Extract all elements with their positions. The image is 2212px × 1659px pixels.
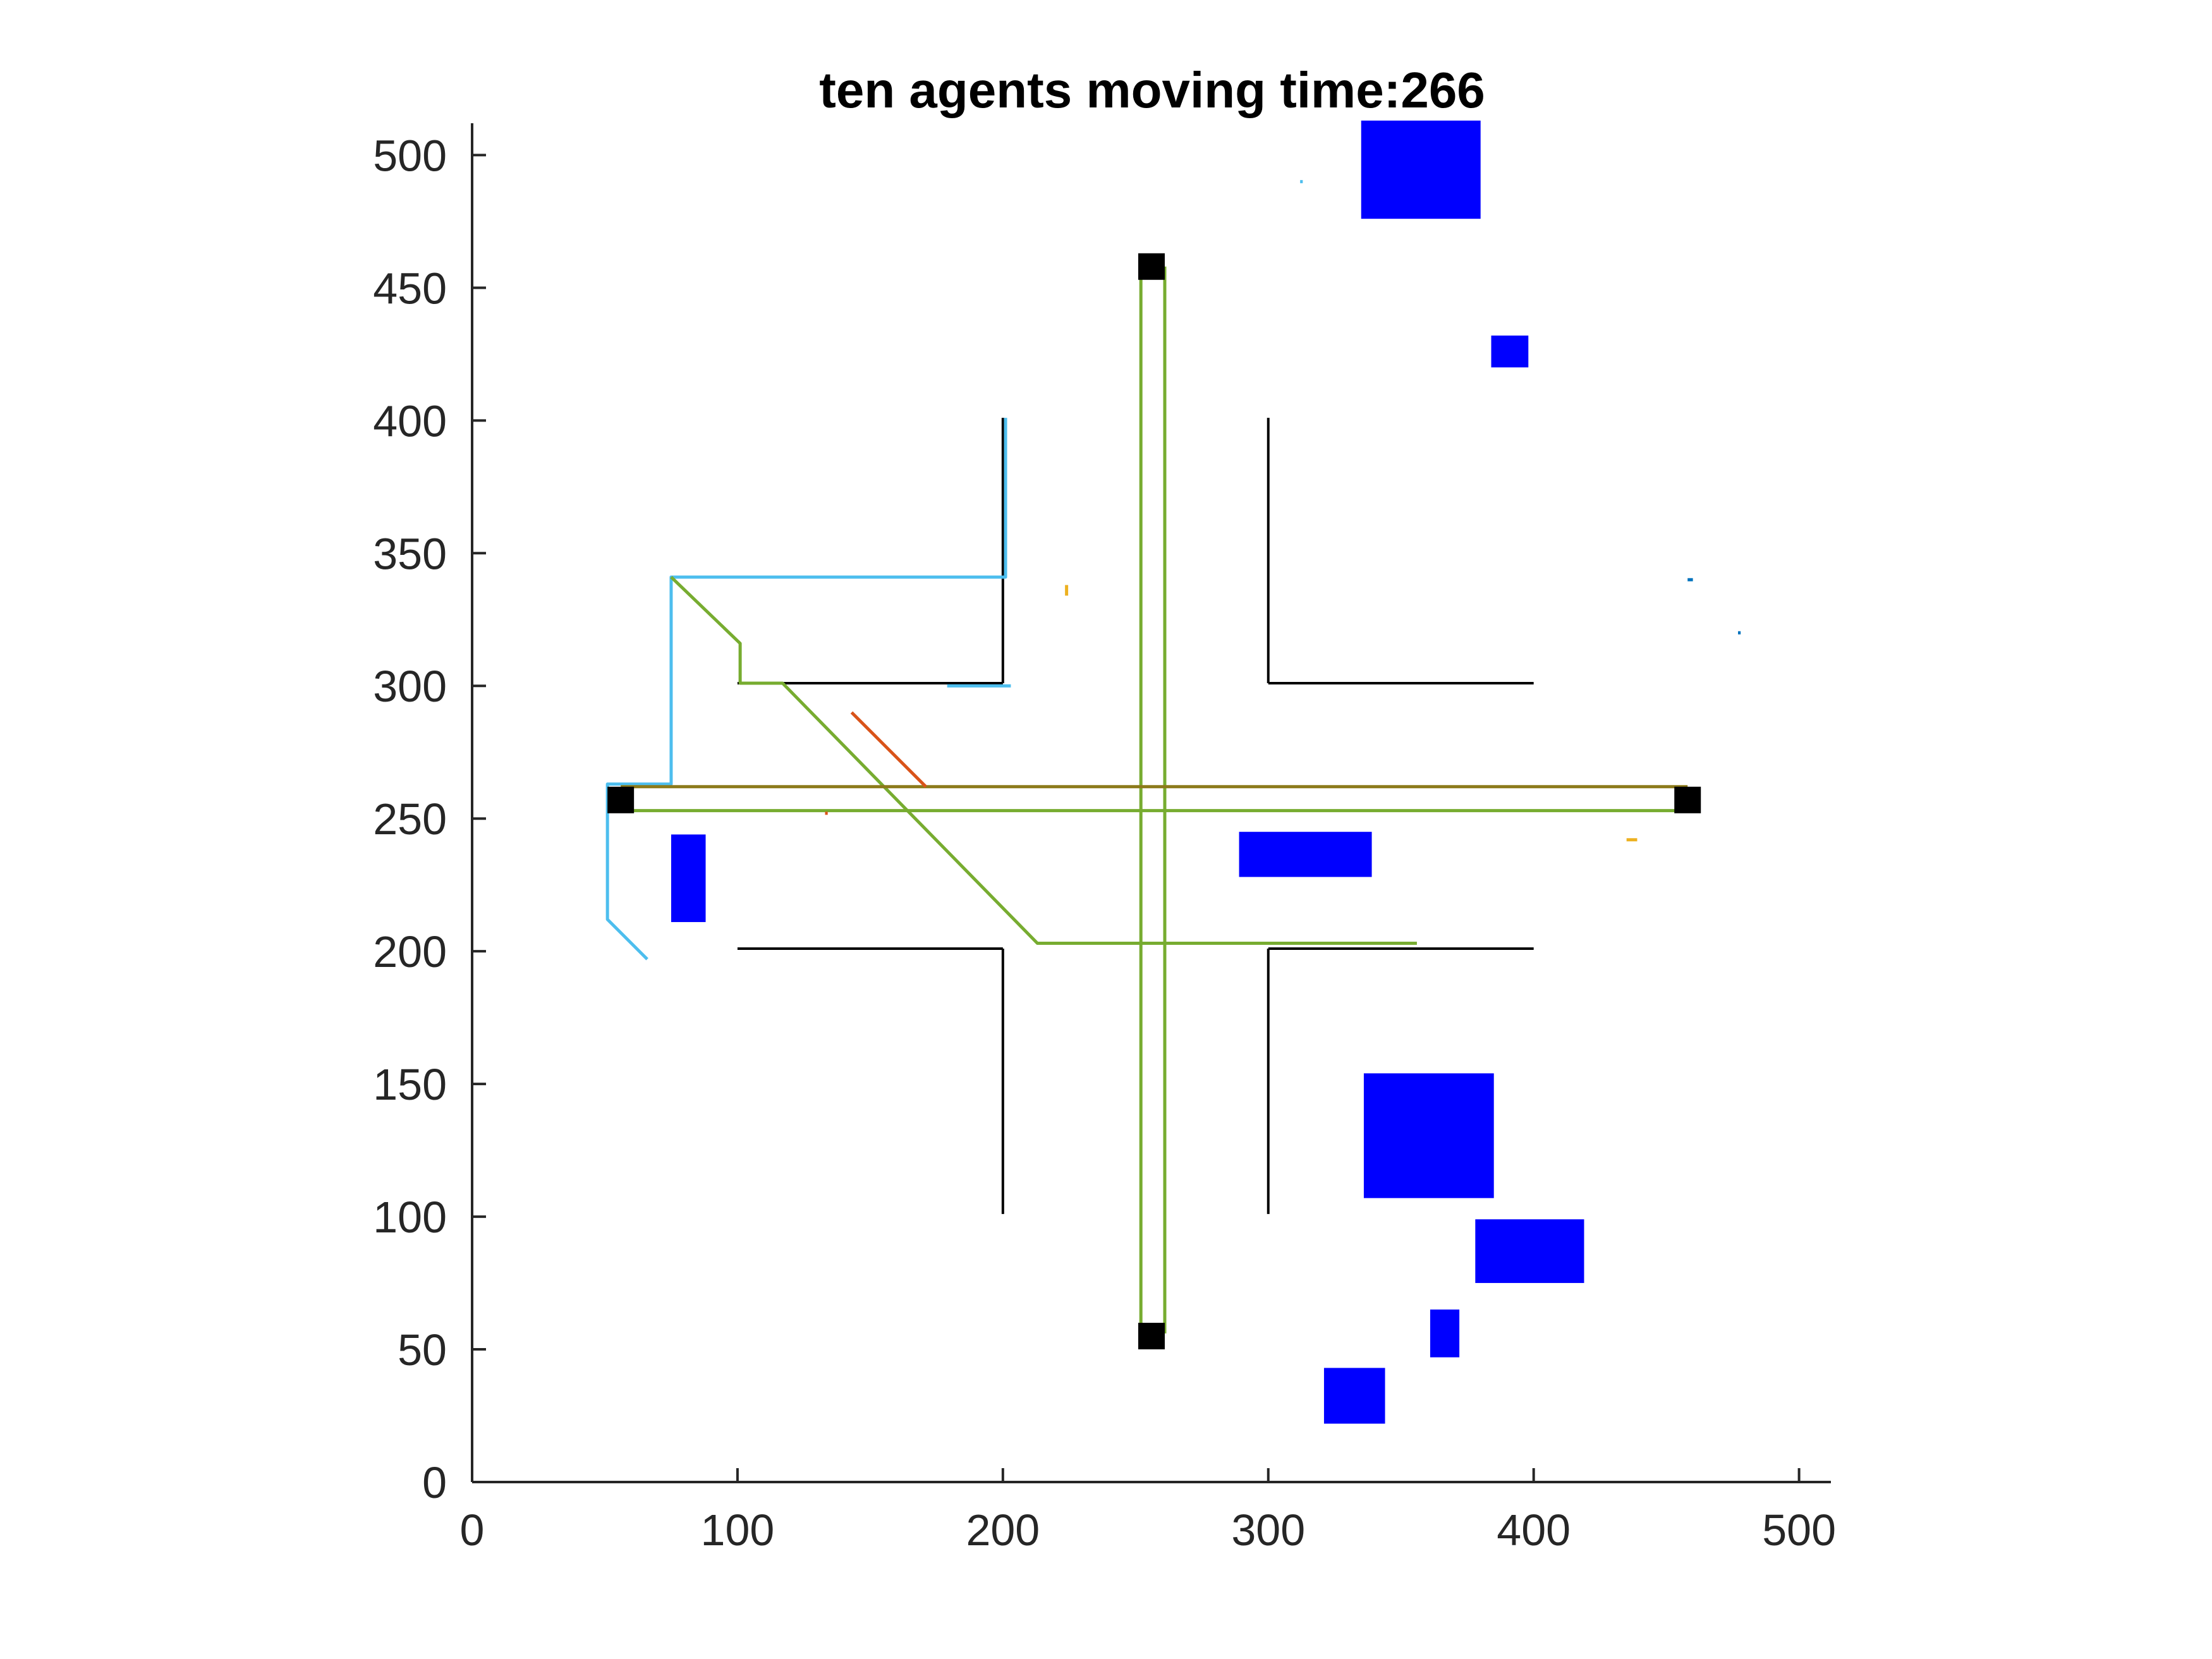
x-tick-label-0: 0 (460, 1505, 485, 1555)
y-tick-label-0: 0 (422, 1458, 447, 1507)
x-tick-label-100: 100 (701, 1505, 775, 1555)
y-tick-label-150: 150 (373, 1060, 447, 1109)
x-tick-label-200: 200 (966, 1505, 1040, 1555)
obstacle-8 (1323, 1368, 1385, 1424)
obstacle-6 (1475, 1219, 1584, 1284)
agent-paths-layer (605, 179, 1741, 1334)
markers-layer (607, 253, 1701, 1350)
y-tick-label-300: 300 (373, 662, 447, 711)
obstacle-1 (1361, 120, 1481, 219)
y-tick-label-250: 250 (373, 794, 447, 844)
y-tick-label-400: 400 (373, 396, 447, 446)
target-marker-4 (1674, 786, 1701, 813)
y-tick-label-100: 100 (373, 1193, 447, 1242)
obstacle-7 (1430, 1310, 1460, 1358)
target-marker-2 (1138, 253, 1165, 280)
obstacle-3 (671, 834, 706, 922)
obstacles-layer (671, 120, 1584, 1424)
target-marker-1 (1138, 1323, 1165, 1350)
y-tick-label-200: 200 (373, 927, 447, 976)
agent-path-1 (605, 418, 1007, 961)
y-tick-label-500: 500 (373, 131, 447, 180)
walls-layer (737, 418, 1534, 1214)
x-tick-label-300: 300 (1231, 1505, 1305, 1555)
target-marker-3 (607, 786, 635, 813)
obstacle-5 (1363, 1073, 1494, 1198)
x-tick-label-400: 400 (1497, 1505, 1571, 1555)
axes: 0 100 200 300 400 500 0 50 100 150 200 250 300 350 400… (373, 123, 1836, 1555)
obstacle-2 (1491, 335, 1529, 368)
x-tick-label-500: 500 (1762, 1505, 1836, 1555)
agent-path-8 (850, 711, 927, 788)
agent-path-3 (670, 576, 1417, 945)
obstacle-4 (1239, 832, 1372, 877)
y-tick-label-50: 50 (398, 1325, 447, 1375)
y-tick-label-350: 350 (373, 529, 447, 578)
y-tick-label-450: 450 (373, 264, 447, 313)
chart-title: ten agents moving time:266 (819, 62, 1485, 118)
